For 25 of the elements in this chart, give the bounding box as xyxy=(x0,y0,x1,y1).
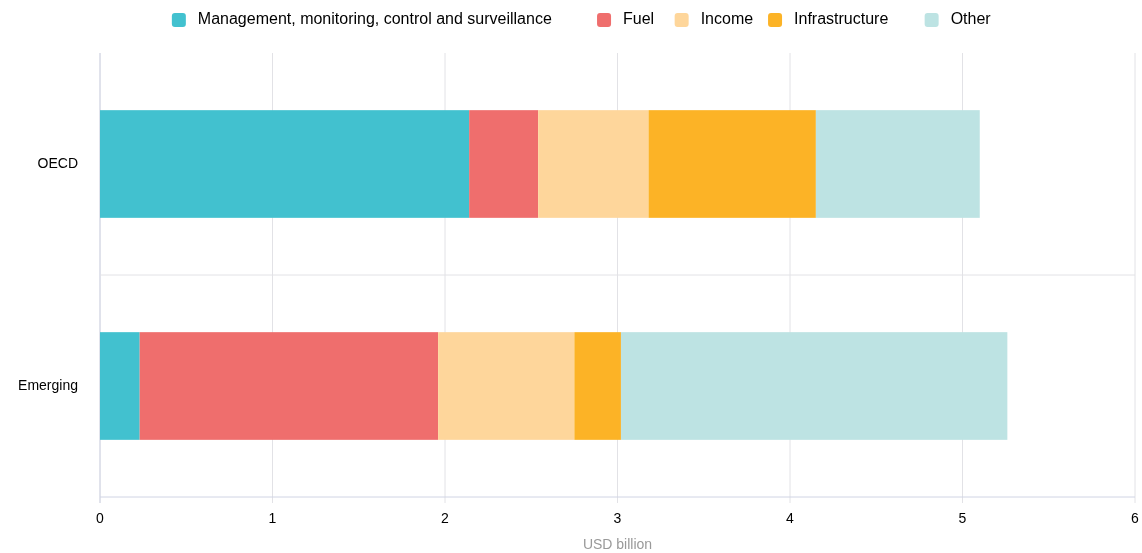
x-tick-label: 6 xyxy=(1131,510,1140,526)
bar xyxy=(648,110,816,218)
bar xyxy=(469,110,539,218)
legend-label: Management, monitoring, control and surveillance xyxy=(197,10,552,28)
bar xyxy=(538,110,649,218)
x-tick-label: 1 xyxy=(268,510,277,526)
bar xyxy=(574,332,621,440)
bar xyxy=(438,332,575,440)
bar xyxy=(100,110,470,218)
x-axis-title: USD billion xyxy=(582,536,653,552)
x-tick-label: 0 xyxy=(96,510,105,526)
bar xyxy=(139,332,439,440)
y-tick-label: OECD xyxy=(37,154,78,171)
bar xyxy=(815,110,980,218)
x-tick-label: 4 xyxy=(786,510,795,526)
bar xyxy=(100,332,140,440)
y-tick-label: Emerging xyxy=(18,376,78,393)
x-tick-label: 2 xyxy=(441,510,450,526)
x-tick-label: 5 xyxy=(958,510,967,526)
bar xyxy=(620,332,1008,440)
legend-label: Fuel xyxy=(623,10,655,28)
x-tick-label: 3 xyxy=(613,510,622,526)
legend-label: Infrastructure xyxy=(794,10,889,28)
legend-label: Income xyxy=(700,10,754,28)
legend-label: Other xyxy=(950,10,992,28)
